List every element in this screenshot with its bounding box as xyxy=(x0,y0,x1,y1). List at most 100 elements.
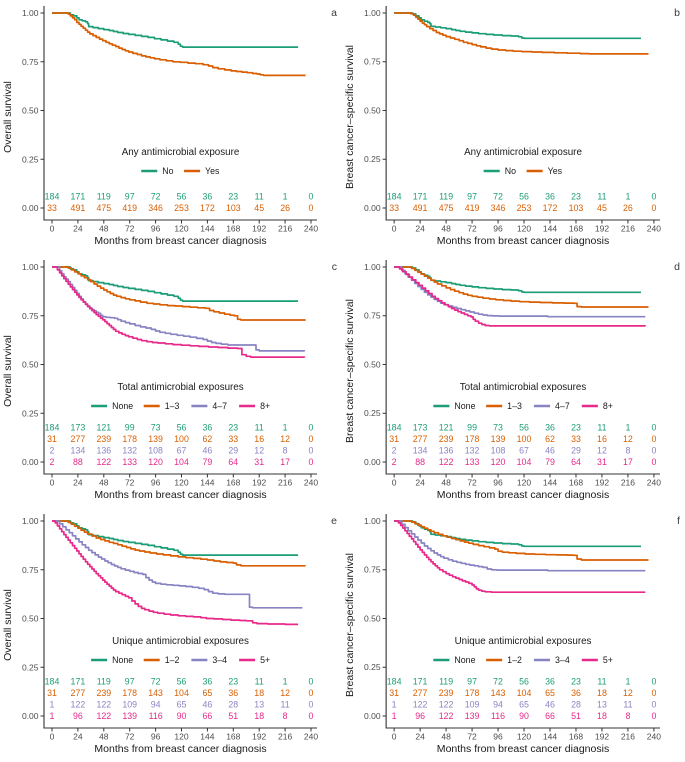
x-tick-label: 48 xyxy=(441,732,451,742)
x-tick-label: 0 xyxy=(392,224,397,234)
x-tick-label: 192 xyxy=(252,478,266,488)
at-risk-count: 184 xyxy=(45,192,60,202)
at-risk-count: 184 xyxy=(45,677,60,687)
at-risk-count: 73 xyxy=(493,423,503,433)
at-risk-count: 122 xyxy=(439,700,454,710)
x-tick-label: 120 xyxy=(517,732,531,742)
at-risk-count: 139 xyxy=(148,434,163,444)
at-risk-count: 16 xyxy=(254,434,264,444)
at-risk-count: 2 xyxy=(50,446,55,456)
x-tick-label: 24 xyxy=(415,732,425,742)
y-tick-label: 0.25 xyxy=(22,408,39,418)
at-risk-count: 46 xyxy=(545,700,555,710)
at-risk-count: 100 xyxy=(517,434,532,444)
at-risk-count: 11 xyxy=(597,192,606,202)
at-risk-count: 108 xyxy=(491,446,506,456)
x-tick-label: 48 xyxy=(99,732,109,742)
at-risk-count: 90 xyxy=(177,711,187,721)
panel-e: Overall survival 1.00 0.75 0.50 0.25 0.00 0 24 4… xyxy=(0,508,342,762)
y-tick-label: 1.00 xyxy=(364,8,381,18)
at-risk-count: 139 xyxy=(465,711,480,721)
x-tick-label: 240 xyxy=(647,478,661,488)
x-tick-label: 72 xyxy=(467,478,477,488)
at-risk-count: 132 xyxy=(465,446,480,456)
at-risk-count: 72 xyxy=(493,677,503,687)
legend-label-None: None xyxy=(112,401,133,411)
at-risk-count: 120 xyxy=(148,457,163,467)
at-risk-count: 79 xyxy=(545,457,555,467)
x-tick-label: 48 xyxy=(99,224,109,234)
x-tick-label: 168 xyxy=(226,478,240,488)
at-risk-count: 0 xyxy=(651,446,656,456)
at-risk-count: 119 xyxy=(97,677,111,687)
at-risk-count: 33 xyxy=(571,434,581,444)
at-risk-count: 116 xyxy=(491,711,505,721)
y-axis-label: Overall survival xyxy=(2,335,14,407)
at-risk-count: 0 xyxy=(309,192,314,202)
at-risk-count: 104 xyxy=(174,688,189,698)
x-axis-label: Months from breast cancer diagnosis xyxy=(94,743,266,755)
survival-curve-None xyxy=(52,266,299,302)
x-tick-label: 48 xyxy=(441,224,451,234)
at-risk-count: 239 xyxy=(439,688,454,698)
at-risk-count: 56 xyxy=(519,192,529,202)
at-risk-count: 121 xyxy=(439,423,454,433)
at-risk-count: 56 xyxy=(177,677,187,687)
at-risk-count: 36 xyxy=(571,688,581,698)
panel-b: Breast cancer–specific survival 1.00 0.75 0… xyxy=(342,0,685,254)
at-risk-count: 132 xyxy=(122,446,137,456)
x-tick-label: 168 xyxy=(226,224,240,234)
at-risk-count: 12 xyxy=(597,446,607,456)
y-axis-label: Overall survival xyxy=(2,589,14,661)
panel-f-plot: Breast cancer–specific survival 1.00 0.75 0… xyxy=(344,514,680,755)
at-risk-count: 122 xyxy=(96,700,111,710)
at-risk-count: 31 xyxy=(597,457,607,467)
survival-curve-Yes xyxy=(394,12,649,55)
x-tick-label: 192 xyxy=(252,224,266,234)
x-tick-label: 72 xyxy=(467,224,477,234)
legend-title: Total antimicrobial exposures xyxy=(117,382,243,393)
survival-curve-Yes xyxy=(52,12,306,77)
at-risk-count: 0 xyxy=(309,700,314,710)
at-risk-count: 239 xyxy=(96,434,111,444)
at-risk-count: 2 xyxy=(392,446,397,456)
at-risk-count: 171 xyxy=(71,677,86,687)
at-risk-count: 139 xyxy=(491,434,506,444)
legend-label-No: No xyxy=(162,166,173,176)
at-risk-count: 173 xyxy=(71,423,86,433)
survival-curve-5+ xyxy=(52,520,299,626)
at-risk-count: 253 xyxy=(517,203,532,213)
survival-curve-3–4 xyxy=(394,520,646,572)
y-tick-label: 0.75 xyxy=(22,565,39,575)
at-risk-count: 1 xyxy=(392,700,397,710)
legend-label-3–4: 3–4 xyxy=(555,655,570,665)
at-risk-count: 0 xyxy=(651,192,656,202)
at-risk-count: 11 xyxy=(623,700,632,710)
at-risk-count: 94 xyxy=(151,700,161,710)
x-tick-label: 144 xyxy=(543,732,557,742)
at-risk-count: 29 xyxy=(571,446,581,456)
panel-letter: a xyxy=(331,7,337,19)
x-axis-label: Months from breast cancer diagnosis xyxy=(94,489,266,501)
at-risk-count: 79 xyxy=(203,457,213,467)
legend-label-8+: 8+ xyxy=(603,401,613,411)
at-risk-count: 28 xyxy=(228,700,238,710)
at-risk-count: 0 xyxy=(651,677,656,687)
at-risk-count: 23 xyxy=(228,423,238,433)
at-risk-count: 18 xyxy=(254,688,264,698)
at-risk-count: 12 xyxy=(280,434,290,444)
at-risk-count: 277 xyxy=(413,434,428,444)
x-tick-label: 72 xyxy=(467,732,477,742)
at-risk-count: 109 xyxy=(465,700,480,710)
x-axis-label: Months from breast cancer diagnosis xyxy=(94,235,266,247)
at-risk-count: 11 xyxy=(255,192,264,202)
at-risk-count: 94 xyxy=(493,700,503,710)
at-risk-count: 0 xyxy=(309,457,314,467)
legend-label-1–3: 1–3 xyxy=(165,401,180,411)
at-risk-count: 104 xyxy=(174,457,189,467)
at-risk-count: 90 xyxy=(519,711,529,721)
at-risk-count: 36 xyxy=(545,677,555,687)
at-risk-count: 178 xyxy=(465,688,480,698)
panel-c-plot: Overall survival 1.00 0.75 0.50 0.25 0.00 0 24 4… xyxy=(2,260,337,501)
at-risk-count: 23 xyxy=(228,192,238,202)
